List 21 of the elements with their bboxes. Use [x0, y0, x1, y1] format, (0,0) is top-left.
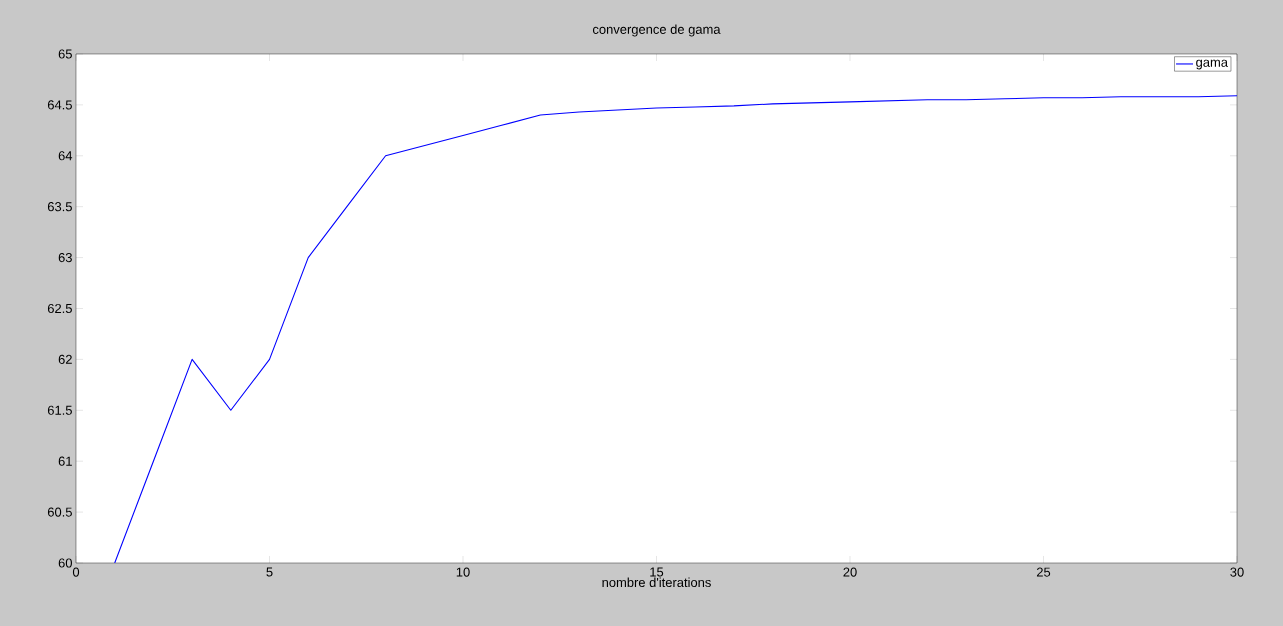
x-tick-label: 10: [456, 567, 470, 577]
y-tick-label: 62: [58, 354, 72, 364]
x-tick-label: 15: [650, 567, 664, 577]
x-tick-label: 5: [266, 567, 273, 577]
chart-title: convergence de gama: [592, 24, 721, 37]
x-tick-label: 20: [843, 567, 857, 577]
legend-label: gama: [1196, 59, 1228, 70]
y-tick-label: 64.5: [47, 100, 72, 110]
y-tick-label: 63.5: [47, 202, 72, 212]
x-tick-label: 0: [72, 567, 80, 577]
y-tick-label: 61: [58, 456, 72, 466]
x-tick-label: 30: [1230, 567, 1244, 577]
y-tick-label: 65: [58, 49, 72, 59]
y-tick-label: 62.5: [47, 303, 72, 314]
x-axis-title: nombre d'iterations: [602, 577, 711, 588]
y-tick-label: 64: [58, 151, 73, 161]
y-tick-label: 63: [58, 253, 72, 263]
y-tick-label: 61.5: [47, 405, 72, 415]
y-tick-label: 60.5: [47, 507, 72, 517]
y-tick-label: 60: [58, 558, 72, 568]
x-tick-label: 25: [1036, 567, 1051, 577]
